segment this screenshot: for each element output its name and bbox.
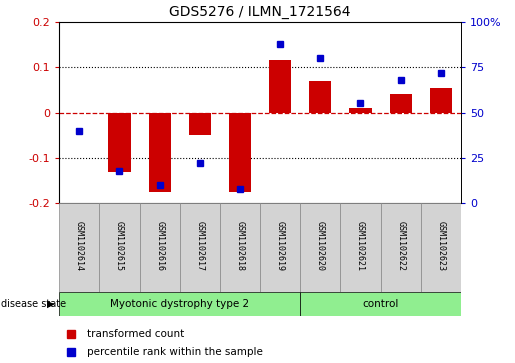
Bar	[430, 87, 452, 113]
Text: GSM1102615: GSM1102615	[115, 221, 124, 271]
Text: GSM1102614: GSM1102614	[75, 221, 84, 271]
Bar	[340, 203, 381, 292]
Bar	[269, 60, 291, 113]
Text: GSM1102623: GSM1102623	[436, 221, 445, 271]
Title: GDS5276 / ILMN_1721564: GDS5276 / ILMN_1721564	[169, 5, 351, 19]
Text: GSM1102619: GSM1102619	[276, 221, 285, 271]
Text: disease state: disease state	[1, 299, 65, 309]
Text: control: control	[363, 299, 399, 309]
Bar	[180, 203, 220, 292]
Text: GSM1102617: GSM1102617	[195, 221, 204, 271]
Bar	[140, 203, 180, 292]
Bar	[99, 203, 140, 292]
Bar	[229, 113, 251, 192]
Text: GSM1102618: GSM1102618	[235, 221, 245, 271]
Bar	[59, 292, 300, 316]
Text: GSM1102616: GSM1102616	[155, 221, 164, 271]
Bar	[149, 113, 170, 192]
Bar	[260, 203, 300, 292]
Text: GSM1102620: GSM1102620	[316, 221, 325, 271]
Text: GSM1102622: GSM1102622	[396, 221, 405, 271]
Text: transformed count: transformed count	[88, 329, 184, 339]
Bar	[421, 203, 461, 292]
Text: ▶: ▶	[47, 299, 55, 309]
Bar	[300, 292, 461, 316]
Bar	[220, 203, 260, 292]
Text: Myotonic dystrophy type 2: Myotonic dystrophy type 2	[110, 299, 249, 309]
Text: percentile rank within the sample: percentile rank within the sample	[88, 347, 263, 357]
Text: GSM1102621: GSM1102621	[356, 221, 365, 271]
Bar	[109, 113, 130, 172]
Bar	[390, 94, 411, 113]
Bar	[350, 108, 371, 113]
Bar	[310, 81, 331, 113]
Bar	[300, 203, 340, 292]
Bar	[189, 113, 211, 135]
Bar	[381, 203, 421, 292]
Bar	[59, 203, 99, 292]
